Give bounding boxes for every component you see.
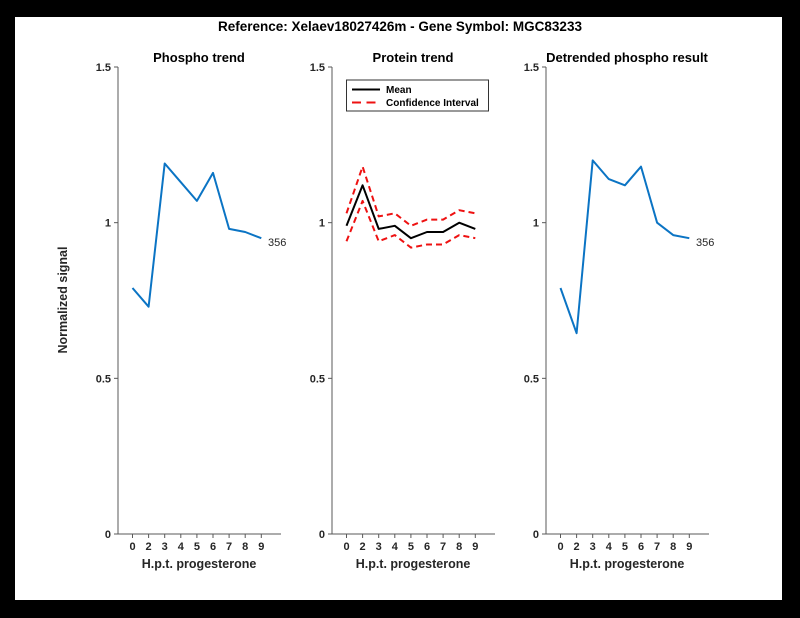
x-tick-label: 3 bbox=[376, 541, 382, 553]
y-tick-label: 0.5 bbox=[310, 373, 325, 385]
x-tick-label: 4 bbox=[392, 541, 399, 553]
series-ci-lower bbox=[345, 199, 476, 249]
series-ci-upper bbox=[345, 165, 476, 227]
y-tick-label: 0.5 bbox=[96, 373, 111, 385]
subplot-title: Protein trend bbox=[373, 50, 454, 65]
x-tick-label: 8 bbox=[456, 541, 462, 553]
y-tick-label: 0 bbox=[105, 529, 111, 541]
legend: Mean Confidence Interval bbox=[346, 79, 489, 112]
x-axis-label: H.p.t. progesterone bbox=[142, 557, 257, 571]
x-tick-label: 4 bbox=[178, 541, 185, 553]
series-mean bbox=[345, 184, 476, 240]
x-tick-label: 9 bbox=[472, 541, 478, 553]
y-tick-label: 1 bbox=[105, 218, 111, 230]
x-tick-label: 6 bbox=[424, 541, 430, 553]
subplot-title: Detrended phospho result bbox=[546, 50, 708, 65]
subplot-phospho-trend: Phospho trend H.p.t. progesterone Normal… bbox=[56, 50, 286, 571]
x-tick-label: 2 bbox=[146, 541, 152, 553]
y-tick-label: 0 bbox=[533, 529, 539, 541]
series-end-label: 356 bbox=[268, 237, 286, 249]
y-tick-label: 1 bbox=[533, 218, 539, 230]
x-tick-label: 0 bbox=[557, 541, 563, 553]
x-tick-label: 5 bbox=[194, 541, 200, 553]
legend-confidence-label: Confidence Interval bbox=[386, 98, 479, 109]
series-lines bbox=[345, 165, 476, 249]
subplot-title: Phospho trend bbox=[153, 50, 245, 65]
series-detrended bbox=[559, 159, 690, 335]
series-lines bbox=[131, 162, 262, 308]
x-tick-label: 6 bbox=[638, 541, 644, 553]
x-tick-label: 7 bbox=[226, 541, 232, 553]
y-tick-label: 0 bbox=[319, 529, 325, 541]
axis-ticks: 0 2 3 4 5 6 7 8 900.511.5 bbox=[524, 62, 693, 553]
x-tick-label: 7 bbox=[654, 541, 660, 553]
x-tick-label: 9 bbox=[258, 541, 264, 553]
x-tick-label: 6 bbox=[210, 541, 216, 553]
axis-frame bbox=[331, 67, 495, 535]
x-axis-label: H.p.t. progesterone bbox=[356, 557, 471, 571]
x-tick-label: 2 bbox=[360, 541, 366, 553]
x-tick-label: 2 bbox=[574, 541, 580, 553]
x-tick-label: 4 bbox=[606, 541, 613, 553]
y-tick-label: 1 bbox=[319, 218, 325, 230]
axis-frame bbox=[545, 67, 709, 535]
y-axis-label: Normalized signal bbox=[56, 247, 70, 354]
figure-background bbox=[15, 17, 782, 600]
subplot-detrended-phospho: Detrended phospho result H.p.t. progeste… bbox=[524, 50, 715, 571]
x-tick-label: 8 bbox=[242, 541, 248, 553]
series-end-label: 356 bbox=[696, 237, 714, 249]
x-tick-label: 3 bbox=[590, 541, 596, 553]
x-tick-label: 8 bbox=[670, 541, 676, 553]
x-tick-label: 5 bbox=[408, 541, 414, 553]
x-axis-label: H.p.t. progesterone bbox=[570, 557, 685, 571]
x-tick-label: 9 bbox=[686, 541, 692, 553]
x-tick-label: 7 bbox=[440, 541, 446, 553]
legend-box bbox=[346, 79, 489, 112]
series-lines bbox=[559, 159, 690, 335]
x-tick-label: 5 bbox=[622, 541, 628, 553]
y-tick-label: 1.5 bbox=[310, 62, 325, 74]
x-tick-label: 3 bbox=[162, 541, 168, 553]
x-tick-label: 0 bbox=[343, 541, 349, 553]
legend-mean-label: Mean bbox=[386, 85, 412, 96]
series-phospho bbox=[131, 162, 262, 308]
figure-title: Reference: Xelaev18027426m - Gene Symbol… bbox=[218, 19, 582, 34]
y-tick-label: 1.5 bbox=[96, 62, 111, 74]
axis-ticks: 0 2 3 4 5 6 7 8 900.511.5 bbox=[96, 62, 265, 553]
x-tick-label: 0 bbox=[129, 541, 135, 553]
y-tick-label: 1.5 bbox=[524, 62, 539, 74]
axis-ticks: 0 2 3 4 5 6 7 8 900.511.5 bbox=[310, 62, 479, 553]
y-tick-label: 0.5 bbox=[524, 373, 539, 385]
